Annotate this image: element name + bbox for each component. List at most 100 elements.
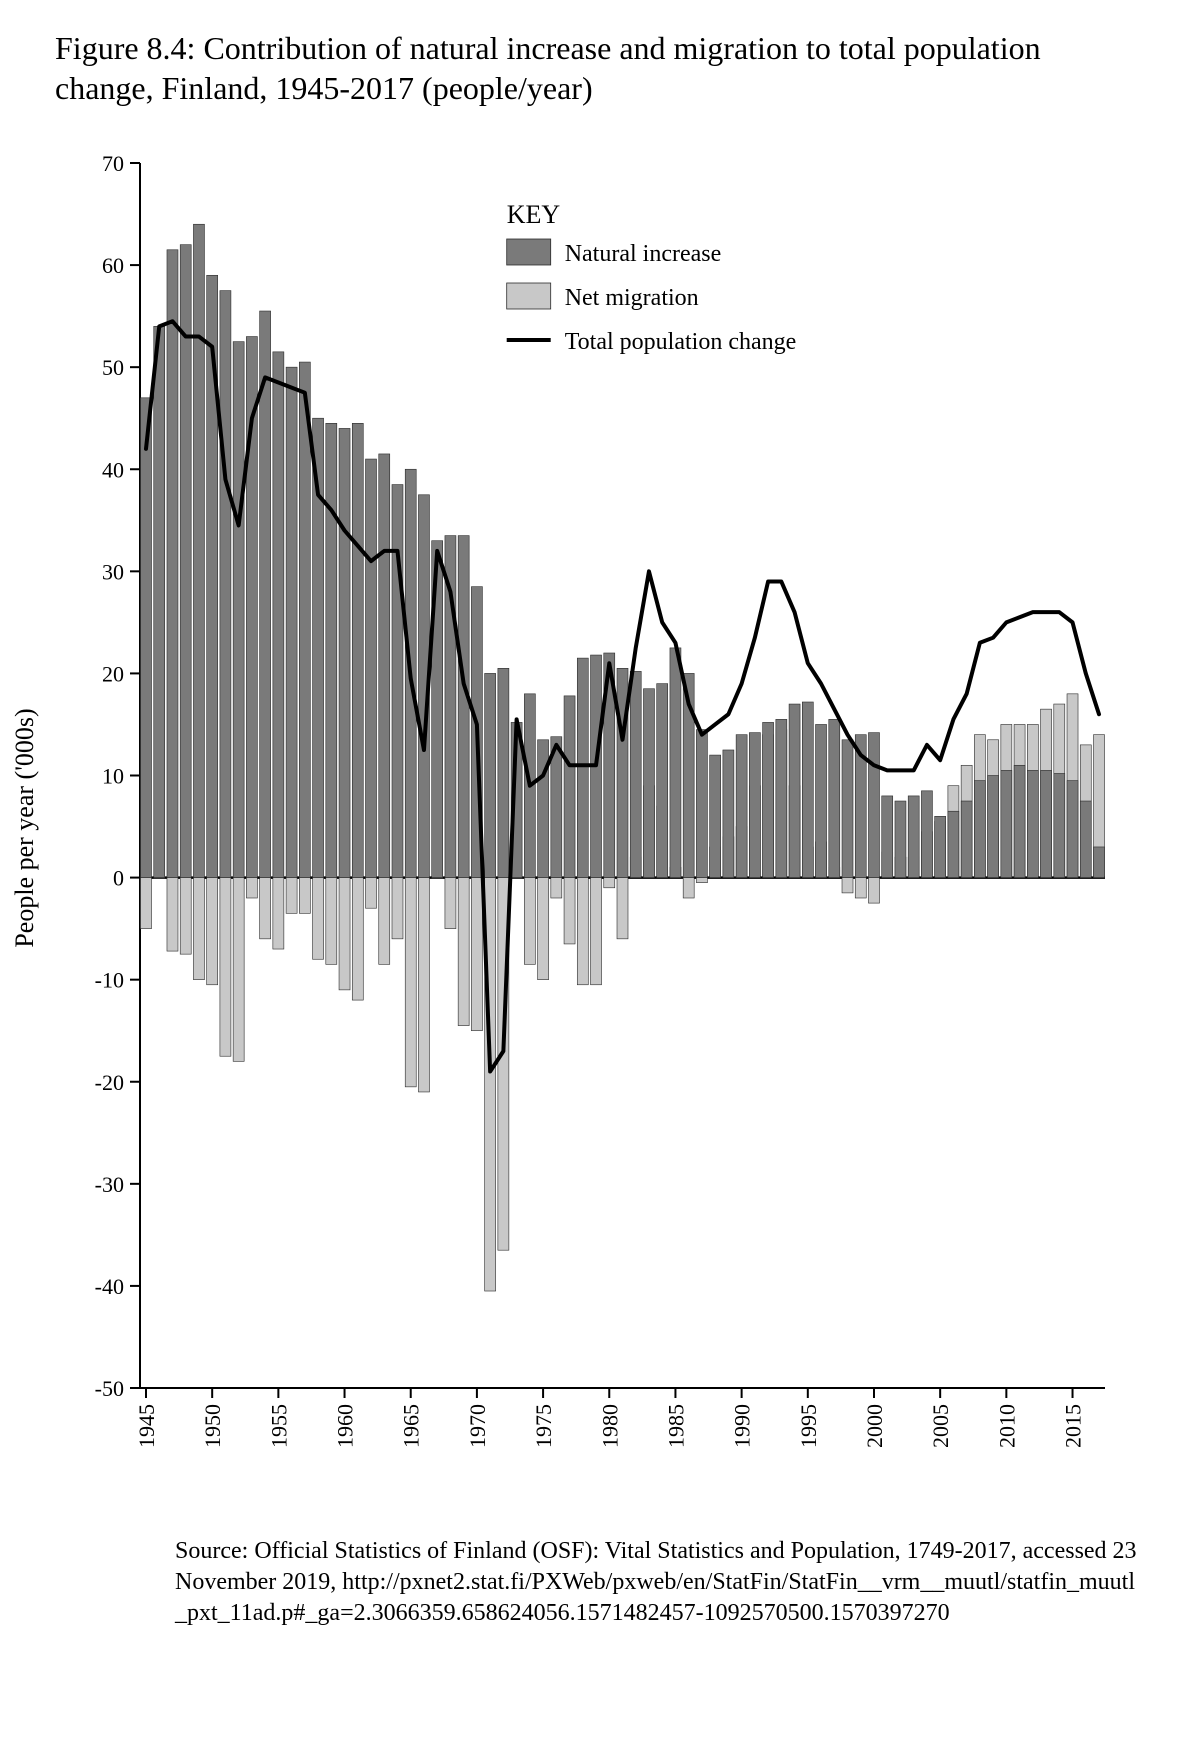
y-tick-label: 10: [102, 764, 124, 789]
bar-net-migration: [313, 878, 324, 960]
bar-net-migration: [538, 878, 549, 980]
bar-net-migration: [207, 878, 218, 985]
y-tick-label: -30: [95, 1172, 124, 1197]
bar-natural-increase: [564, 696, 575, 878]
y-tick-label: 0: [113, 866, 124, 891]
bar-net-migration: [617, 878, 628, 939]
bar-natural-increase: [379, 454, 390, 878]
bar-natural-increase: [167, 250, 178, 878]
bar-natural-increase: [921, 791, 932, 878]
y-tick-label: -40: [95, 1274, 124, 1299]
bar-natural-increase: [868, 733, 879, 878]
x-tick-label: 1960: [333, 1404, 358, 1448]
bar-natural-increase: [1067, 781, 1078, 878]
bar-natural-increase: [458, 536, 469, 878]
bar-natural-increase: [643, 689, 654, 878]
bar-net-migration: [855, 878, 866, 898]
x-tick-label: 2010: [994, 1404, 1019, 1448]
bar-natural-increase: [670, 648, 681, 878]
bar-natural-increase: [180, 245, 191, 878]
bar-natural-increase: [286, 367, 297, 877]
bar-natural-increase: [1041, 770, 1052, 877]
bar-natural-increase: [961, 801, 972, 878]
bar-net-migration: [551, 878, 562, 898]
bar-natural-increase: [260, 311, 271, 878]
bar-net-migration: [405, 878, 416, 1087]
bar-natural-increase: [1027, 770, 1038, 877]
x-tick-label: 1970: [465, 1404, 490, 1448]
bar-net-migration: [591, 878, 602, 985]
bar-natural-increase: [776, 719, 787, 877]
bar-natural-increase: [816, 724, 827, 877]
bar-net-migration: [577, 878, 588, 985]
bar-natural-increase: [1014, 765, 1025, 877]
bar-net-migration: [273, 878, 284, 949]
bar-net-migration: [471, 878, 482, 1031]
bar-natural-increase: [339, 428, 350, 877]
y-tick-label: -10: [95, 968, 124, 993]
bar-natural-increase: [723, 750, 734, 878]
legend-swatch: [507, 239, 551, 265]
bar-natural-increase: [736, 735, 747, 878]
y-tick-label: -20: [95, 1070, 124, 1095]
bar-natural-increase: [630, 671, 641, 877]
x-tick-label: 2005: [928, 1404, 953, 1448]
x-tick-label: 1965: [399, 1404, 424, 1448]
x-tick-label: 1945: [134, 1404, 159, 1448]
bar-net-migration: [445, 878, 456, 929]
bar-net-migration: [220, 878, 231, 1057]
bar-net-migration: [418, 878, 429, 1092]
bar-natural-increase: [485, 673, 496, 877]
bar-net-migration: [299, 878, 310, 914]
bar-natural-increase: [696, 730, 707, 878]
source-citation: Source: Official Statistics of Finland (…: [55, 1536, 1137, 1630]
bar-net-migration: [564, 878, 575, 944]
y-axis-label: People per year ('000s): [10, 708, 40, 947]
bar-natural-increase: [299, 362, 310, 878]
bar-net-migration: [286, 878, 297, 914]
bar-natural-increase: [392, 485, 403, 878]
bar-natural-increase: [273, 352, 284, 878]
bar-net-migration: [458, 878, 469, 1026]
bar-natural-increase: [1080, 801, 1091, 878]
x-tick-label: 2015: [1061, 1404, 1086, 1448]
bar-natural-increase: [882, 796, 893, 878]
bar-net-migration: [326, 878, 337, 965]
bar-natural-increase: [538, 740, 549, 878]
bar-natural-increase: [220, 291, 231, 878]
legend-label: Natural increase: [565, 241, 722, 267]
bar-net-migration: [339, 878, 350, 990]
x-tick-label: 1985: [663, 1404, 688, 1448]
bar-net-migration: [141, 878, 152, 929]
y-tick-label: 30: [102, 559, 124, 584]
bar-natural-increase: [352, 423, 363, 877]
legend-swatch: [507, 283, 551, 309]
y-tick-label: 40: [102, 457, 124, 482]
bar-net-migration: [260, 878, 271, 939]
bar-net-migration: [604, 878, 615, 888]
bar-natural-increase: [948, 811, 959, 877]
chart-area: People per year ('000s) -50-40-30-20-100…: [55, 138, 1137, 1518]
x-tick-label: 1990: [730, 1404, 755, 1448]
bar-natural-increase: [974, 781, 985, 878]
y-tick-label: 60: [102, 253, 124, 278]
bar-natural-increase: [988, 776, 999, 878]
bar-net-migration: [379, 878, 390, 965]
bar-net-migration: [683, 878, 694, 898]
legend-label: Net migration: [565, 285, 699, 311]
bar-net-migration: [193, 878, 204, 980]
x-tick-label: 1995: [796, 1404, 821, 1448]
bar-net-migration: [842, 878, 853, 893]
bar-natural-increase: [1054, 773, 1065, 877]
legend-title: KEY: [507, 200, 561, 229]
bar-natural-increase: [657, 684, 668, 878]
bar-natural-increase: [802, 702, 813, 878]
x-tick-label: 1950: [200, 1404, 225, 1448]
bar-natural-increase: [710, 755, 721, 878]
y-tick-label: 50: [102, 355, 124, 380]
figure-title: Figure 8.4: Contribution of natural incr…: [55, 28, 1137, 108]
x-tick-label: 1975: [531, 1404, 556, 1448]
bar-natural-increase: [935, 816, 946, 877]
bar-natural-increase: [895, 801, 906, 878]
bar-natural-increase: [763, 722, 774, 877]
